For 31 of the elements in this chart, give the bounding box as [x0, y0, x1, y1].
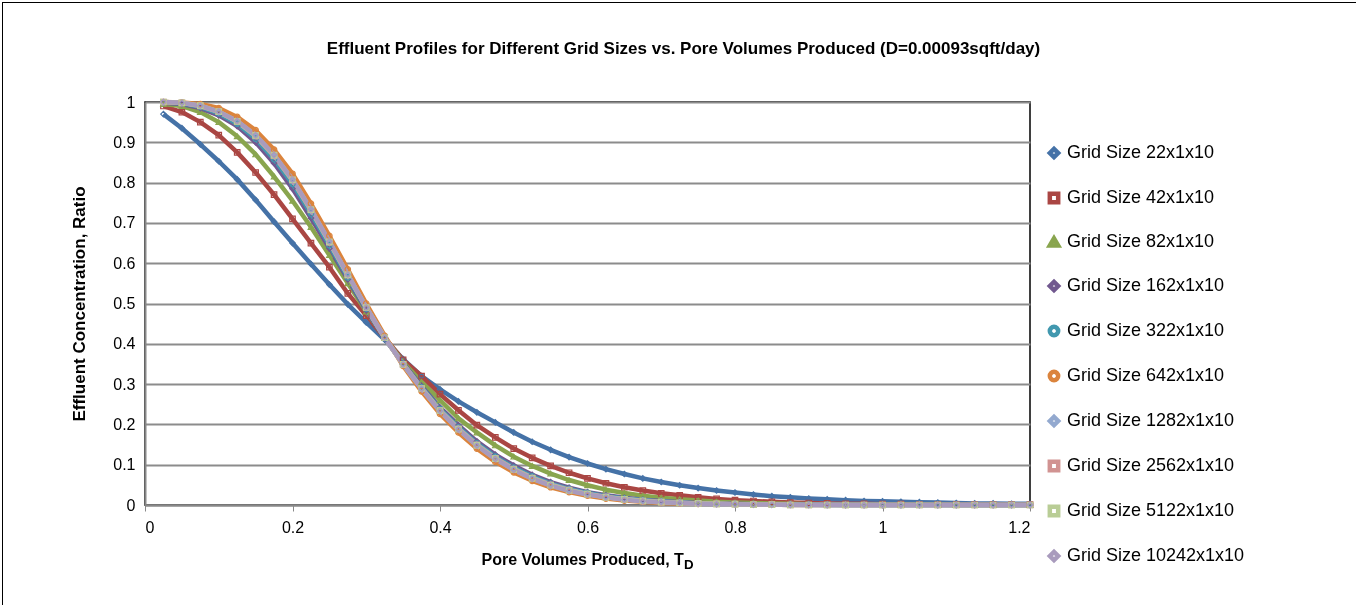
- x-axis-title: Pore Volumes Produced, T$_{D}$: [480, 551, 695, 573]
- x-tick-label: 0.6: [576, 518, 600, 536]
- legend-label: Grid Size 642x1x10: [1067, 365, 1225, 385]
- y-tick-label: 0.3: [113, 375, 136, 393]
- legend-label: Grid Size 42x1x10: [1067, 187, 1215, 207]
- legend-label: Grid Size 22x1x10: [1067, 142, 1215, 162]
- y-axis-title: Effluent Concentration, Ratio: [70, 186, 90, 422]
- y-tick-label: 0.8: [113, 174, 136, 192]
- legend-label: Grid Size 10242x1x10: [1067, 545, 1245, 565]
- x-tick-label: 0.4: [429, 518, 452, 536]
- legend-label: Grid Size 82x1x10: [1067, 231, 1215, 251]
- y-tick-label: 0.4: [113, 335, 136, 353]
- legend-label: Grid Size 162x1x10: [1067, 275, 1225, 295]
- y-tick-label: 0.6: [113, 254, 136, 272]
- x-tick-label: 0.2: [281, 518, 305, 536]
- x-tick-label: 1: [878, 518, 888, 536]
- legend-label: Grid Size 322x1x10: [1067, 320, 1225, 340]
- y-tick-label: 0.7: [113, 214, 136, 232]
- legend-label: Grid Size 2562x1x10: [1067, 455, 1235, 475]
- legend-label: Grid Size 1282x1x10: [1067, 410, 1235, 430]
- y-tick-label: 0.9: [113, 133, 136, 151]
- y-tick-label: 1: [126, 93, 136, 111]
- y-tick-label: 0.5: [113, 295, 136, 312]
- y-tick-label: 0: [126, 496, 136, 514]
- y-tick-label: 0.2: [113, 415, 136, 433]
- x-tick-label: 0.8: [724, 518, 747, 536]
- x-tick-label: 1.2: [1008, 518, 1031, 536]
- legend-label: Grid Size 5122x1x10: [1067, 500, 1235, 520]
- y-tick-label: 0.1: [113, 456, 136, 474]
- x-tick-label: 0: [145, 518, 155, 536]
- chart-title: Effluent Profiles for Different Grid Sizes vs. Pore Volumes Produced (D=0.00093sqft/day): [326, 39, 1041, 58]
